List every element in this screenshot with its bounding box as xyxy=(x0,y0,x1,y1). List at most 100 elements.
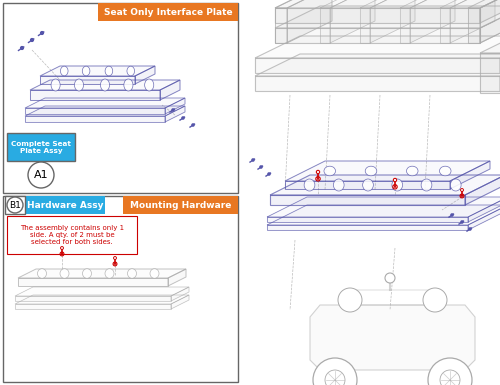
Circle shape xyxy=(460,220,464,224)
Circle shape xyxy=(313,358,357,385)
Circle shape xyxy=(428,358,472,385)
Polygon shape xyxy=(468,205,500,230)
Circle shape xyxy=(181,116,185,120)
Polygon shape xyxy=(285,181,450,189)
Bar xyxy=(98,3,238,21)
Ellipse shape xyxy=(124,79,133,91)
Circle shape xyxy=(394,179,396,181)
Circle shape xyxy=(113,256,117,260)
Text: B1: B1 xyxy=(9,201,21,209)
Circle shape xyxy=(20,46,24,50)
Polygon shape xyxy=(165,106,185,122)
Ellipse shape xyxy=(440,166,451,176)
Polygon shape xyxy=(171,295,189,309)
Circle shape xyxy=(325,370,345,385)
Ellipse shape xyxy=(362,179,374,191)
Circle shape xyxy=(251,158,255,162)
Ellipse shape xyxy=(392,179,402,191)
Ellipse shape xyxy=(150,269,159,278)
Circle shape xyxy=(114,257,116,259)
Polygon shape xyxy=(40,76,135,84)
Circle shape xyxy=(40,31,44,35)
Polygon shape xyxy=(267,225,468,230)
Circle shape xyxy=(461,189,463,191)
Circle shape xyxy=(61,247,63,249)
Polygon shape xyxy=(255,58,500,73)
Polygon shape xyxy=(30,90,160,100)
Ellipse shape xyxy=(74,79,84,91)
Polygon shape xyxy=(450,0,495,43)
Circle shape xyxy=(60,246,64,250)
Circle shape xyxy=(191,123,195,127)
Polygon shape xyxy=(360,8,370,43)
Ellipse shape xyxy=(406,166,418,176)
Polygon shape xyxy=(267,217,468,222)
Polygon shape xyxy=(400,8,410,43)
Text: The assembly contains only 1
side. A qty. of 2 must be
selected for both sides.: The assembly contains only 1 side. A qty… xyxy=(20,225,124,245)
Polygon shape xyxy=(310,305,475,370)
Polygon shape xyxy=(465,175,500,205)
Ellipse shape xyxy=(421,179,432,191)
Polygon shape xyxy=(480,53,500,93)
Bar xyxy=(5,196,25,214)
Circle shape xyxy=(385,273,395,283)
Circle shape xyxy=(317,171,319,173)
Bar xyxy=(25,196,105,214)
Circle shape xyxy=(267,172,271,176)
Text: A1: A1 xyxy=(34,170,48,180)
Polygon shape xyxy=(270,195,465,205)
Polygon shape xyxy=(275,28,480,43)
Ellipse shape xyxy=(60,66,68,76)
Circle shape xyxy=(423,288,447,312)
Polygon shape xyxy=(330,0,375,43)
Ellipse shape xyxy=(51,79,60,91)
Ellipse shape xyxy=(304,179,315,191)
Circle shape xyxy=(338,288,362,312)
Ellipse shape xyxy=(105,66,112,76)
Ellipse shape xyxy=(60,269,69,278)
Ellipse shape xyxy=(144,79,154,91)
Ellipse shape xyxy=(324,166,336,176)
Polygon shape xyxy=(440,8,450,43)
Bar xyxy=(7,133,75,161)
Polygon shape xyxy=(25,108,165,114)
Ellipse shape xyxy=(128,269,136,278)
Polygon shape xyxy=(480,0,500,43)
Circle shape xyxy=(259,165,263,169)
Circle shape xyxy=(30,38,34,42)
Polygon shape xyxy=(468,197,500,222)
Ellipse shape xyxy=(82,66,90,76)
Circle shape xyxy=(440,370,460,385)
Polygon shape xyxy=(165,98,185,114)
Bar xyxy=(7,216,137,254)
Bar xyxy=(3,196,238,382)
Text: Mounting Hardware: Mounting Hardware xyxy=(130,201,231,209)
Ellipse shape xyxy=(450,179,461,191)
Circle shape xyxy=(28,162,54,188)
Polygon shape xyxy=(287,0,332,43)
Ellipse shape xyxy=(105,269,114,278)
Text: Complete Seat
Plate Assy: Complete Seat Plate Assy xyxy=(11,141,71,154)
Ellipse shape xyxy=(334,179,344,191)
Polygon shape xyxy=(160,80,180,100)
Polygon shape xyxy=(450,161,490,189)
Polygon shape xyxy=(18,278,168,286)
Polygon shape xyxy=(480,0,500,23)
Polygon shape xyxy=(275,8,480,23)
Ellipse shape xyxy=(38,269,46,278)
Circle shape xyxy=(450,213,454,217)
Circle shape xyxy=(460,188,464,192)
Circle shape xyxy=(316,170,320,174)
Polygon shape xyxy=(320,8,330,43)
Bar xyxy=(123,196,238,214)
Circle shape xyxy=(7,197,23,213)
Circle shape xyxy=(393,178,397,182)
Polygon shape xyxy=(480,6,500,43)
Polygon shape xyxy=(135,66,155,84)
Polygon shape xyxy=(410,0,455,43)
Polygon shape xyxy=(25,116,165,122)
Bar xyxy=(3,3,238,193)
Polygon shape xyxy=(275,0,332,8)
Polygon shape xyxy=(370,0,415,43)
Circle shape xyxy=(171,108,175,112)
